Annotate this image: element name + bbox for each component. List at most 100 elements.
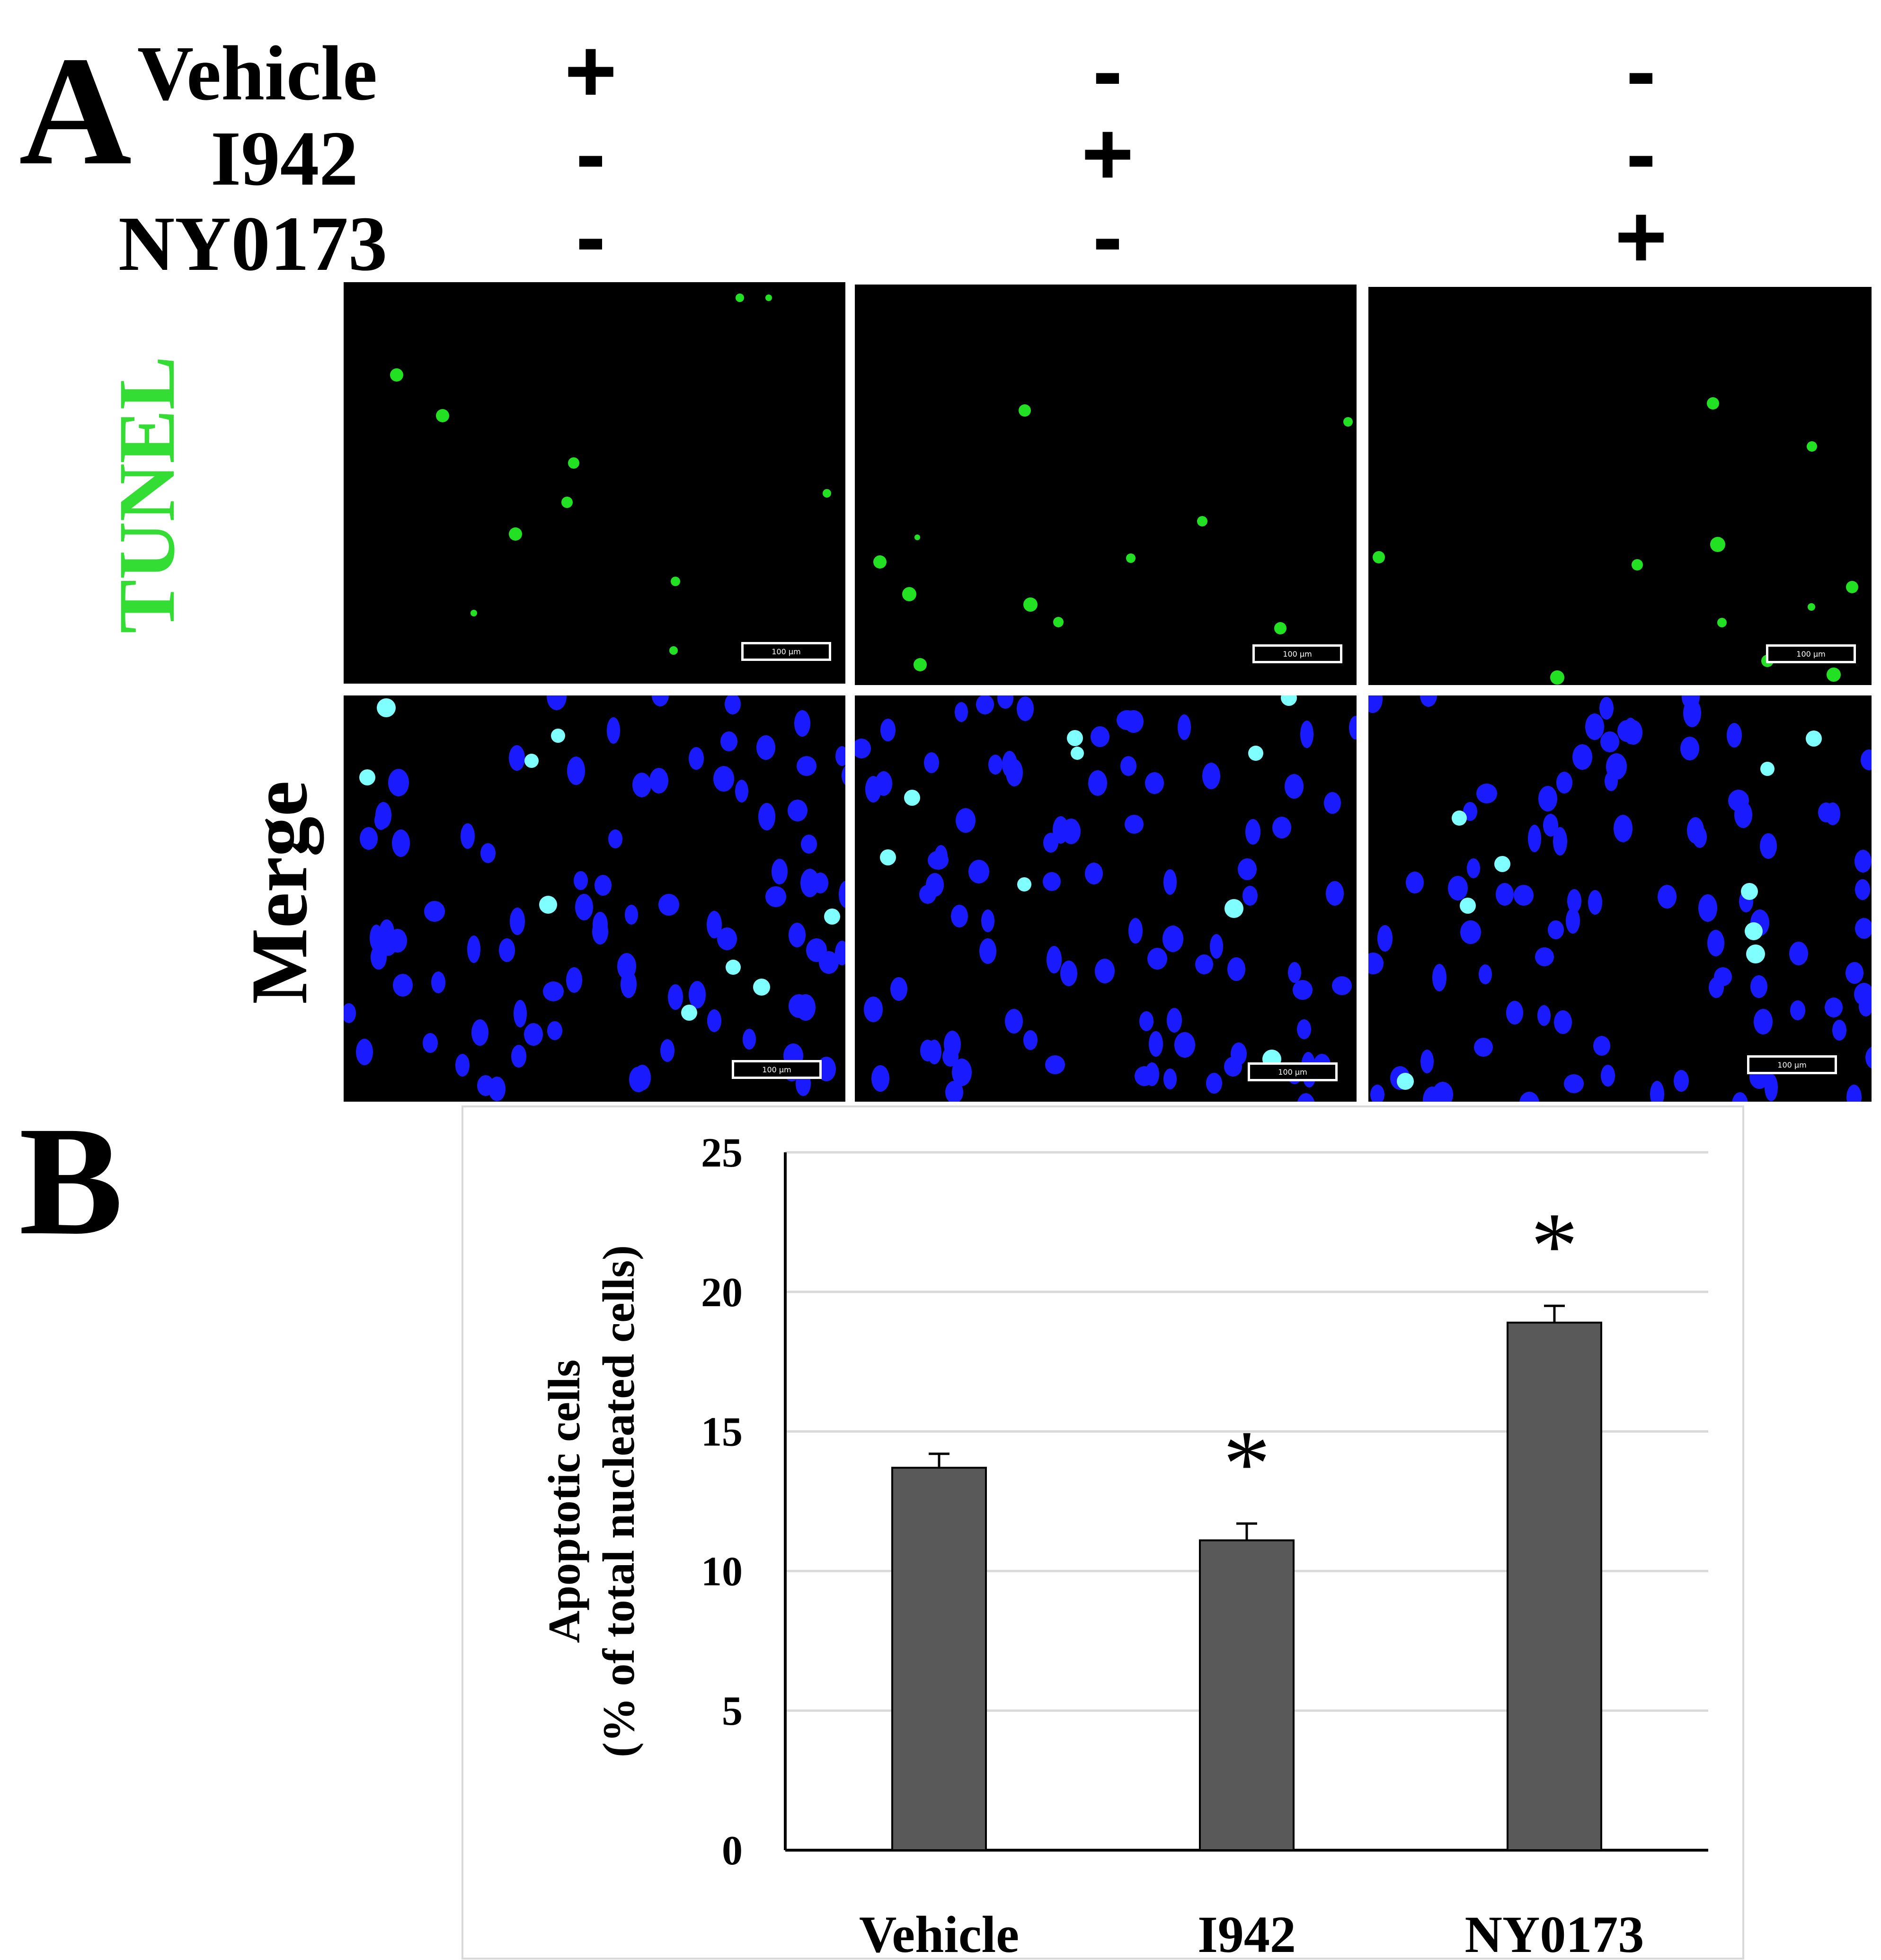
apoptotic-nucleus	[359, 769, 375, 785]
panel-a-letter: A	[19, 25, 132, 197]
y-axis-label-line: (% of total nucleated cells)	[594, 1245, 644, 1757]
nucleus	[1707, 930, 1724, 956]
y-tick-label: 15	[701, 1409, 743, 1455]
chart-frame: 0 5 10 15 20 25 Vehicle * I942 * NY0173 Apoptotic c…	[461, 1105, 1744, 1960]
nucleus	[920, 1040, 935, 1061]
apoptotic-nucleus	[1281, 695, 1297, 706]
nucleus	[393, 974, 413, 997]
nucleus	[1095, 959, 1115, 983]
nucleus	[968, 860, 989, 883]
apoptotic-nucleus	[753, 979, 770, 996]
tunel-positive-cell	[1632, 559, 1643, 570]
tunel-positive-cell	[470, 610, 477, 616]
nucleus	[1227, 957, 1245, 981]
apoptotic-nucleus	[1741, 883, 1758, 900]
nucleus	[1658, 885, 1677, 909]
nucleus	[835, 746, 845, 766]
tunel-positive-cell	[1550, 670, 1564, 685]
nucleus	[1293, 980, 1313, 1000]
nucleus	[524, 1023, 543, 1046]
nucleus	[979, 938, 996, 964]
nucleus	[1285, 774, 1304, 799]
apoptotic-nucleus	[1397, 1073, 1414, 1090]
nucleus	[689, 747, 704, 770]
nucleus	[1128, 918, 1143, 944]
apoptotic-nucleus	[1452, 811, 1467, 826]
nucleus	[1368, 695, 1383, 713]
nucleus	[1047, 946, 1062, 973]
nucleus	[1846, 962, 1863, 984]
row-label-merge: Merge	[235, 781, 324, 1004]
apoptotic-nucleus	[1745, 922, 1763, 940]
nucleus	[1145, 1062, 1159, 1086]
tunel-positive-cell	[914, 535, 920, 540]
significance-marker: *	[1223, 1411, 1270, 1516]
nucleus	[1406, 872, 1424, 893]
nucleus	[1300, 721, 1313, 748]
y-tick-label: 5	[722, 1688, 743, 1734]
nucleus	[1680, 737, 1699, 760]
nucleus	[1053, 816, 1069, 844]
micrograph-merge-i942: 100 µm	[852, 693, 1359, 1105]
nucleus	[1162, 926, 1183, 952]
nucleus	[649, 768, 668, 793]
nucleus	[1238, 858, 1257, 880]
nucleus	[794, 710, 810, 737]
nucleus	[1163, 1069, 1177, 1089]
nucleus	[567, 757, 585, 785]
nucleus	[1750, 975, 1767, 998]
nucleus	[1693, 826, 1707, 848]
nucleus	[735, 780, 748, 802]
nucleus	[801, 835, 817, 854]
nucleus	[756, 735, 775, 760]
nucleus	[1326, 881, 1344, 906]
bar-vehicle	[891, 1467, 987, 1851]
nucleus	[1288, 962, 1301, 983]
nucleus	[1324, 792, 1341, 814]
nucleus	[593, 912, 608, 937]
micrograph-tunel-i942: 100 µm	[852, 282, 1359, 688]
sign-i942-col2: +	[1081, 104, 1134, 204]
tunel-positive-cell	[669, 646, 678, 655]
tunel-positive-cell	[1707, 397, 1719, 410]
nucleus	[1368, 953, 1384, 974]
nucleus	[871, 1065, 889, 1092]
nucleus	[1117, 710, 1137, 730]
nucleus	[392, 829, 410, 857]
nucleus	[1732, 1092, 1748, 1102]
nucleus	[1023, 1030, 1038, 1050]
significance-marker: *	[1531, 1194, 1578, 1298]
nucleus	[575, 894, 593, 920]
nucleus	[855, 739, 871, 758]
nucleus	[1202, 763, 1220, 789]
nucleus	[1566, 908, 1580, 934]
tunel-positive-cell	[1053, 617, 1064, 627]
nucleus	[608, 829, 622, 848]
nucleus	[765, 886, 786, 907]
nucleus	[344, 1003, 356, 1023]
treatment-label-i942: I942	[211, 115, 358, 202]
nucleus	[1149, 1031, 1163, 1057]
tunel-positive-cell	[902, 587, 916, 601]
tunel-positive-cell	[914, 658, 927, 671]
nucleus	[514, 1000, 527, 1027]
bar-i942	[1199, 1539, 1295, 1851]
sign-vehicle-col3: -	[1626, 21, 1656, 121]
panel-b-letter: B	[19, 1095, 124, 1267]
tunel-positive-cell	[1023, 597, 1038, 612]
nucleus	[1088, 770, 1107, 796]
nucleus	[743, 1029, 756, 1050]
tunel-positive-cell	[390, 368, 403, 382]
tunel-positive-cell	[1126, 553, 1136, 563]
nucleus	[789, 994, 809, 1018]
nucleus	[1460, 920, 1481, 944]
apoptotic-nucleus	[1071, 747, 1084, 760]
nucleus	[379, 929, 398, 956]
apoptotic-nucleus	[1248, 746, 1263, 761]
nucleus	[1846, 1085, 1862, 1102]
apoptotic-nucleus	[1224, 899, 1243, 918]
nucleus	[1297, 1019, 1311, 1039]
sign-i942-col1: -	[576, 104, 606, 204]
apoptotic-nucleus	[551, 729, 565, 743]
nucleus	[1585, 713, 1604, 740]
